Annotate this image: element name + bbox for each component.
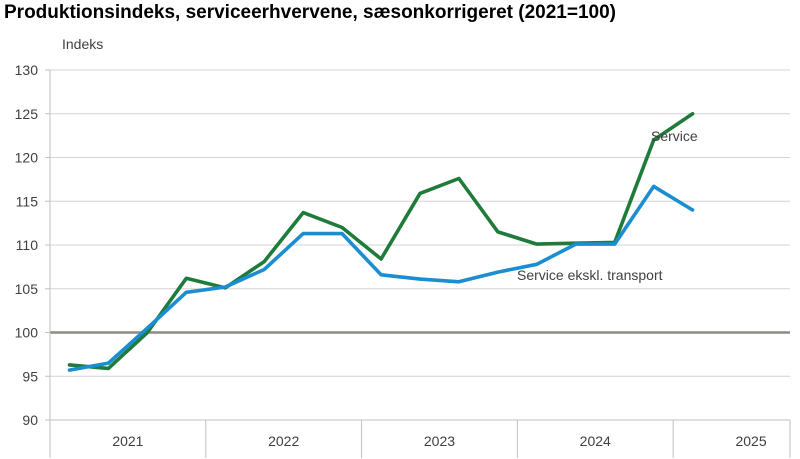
y-tick-label: 115 — [16, 193, 39, 209]
y-tick-label: 90 — [22, 412, 38, 428]
y-tick-label: 100 — [15, 325, 39, 341]
y-tick-label: 125 — [15, 106, 39, 122]
series-lines — [67, 112, 695, 372]
series-labels: Service Service ekskl. transport — [517, 128, 698, 283]
x-axis: 2021 2022 2023 2024 2025 — [49, 419, 791, 458]
x-tick-label: 2022 — [268, 433, 299, 449]
x-tick-label: 2021 — [112, 433, 143, 449]
chart-title: Produktionsindeks, serviceerhvervene, sæ… — [4, 2, 616, 23]
series-label-service: Service — [651, 128, 698, 144]
y-tick-label: 120 — [15, 150, 39, 166]
y-axis: 90 95 100 105 110 115 120 125 130 — [15, 62, 51, 428]
y-tick-label: 95 — [22, 368, 38, 384]
x-tick-label: 2024 — [580, 433, 611, 449]
y-tick-label: 130 — [15, 62, 39, 78]
series-line-service-ekskl-transport — [67, 184, 695, 372]
x-tick-label: 2023 — [424, 433, 455, 449]
y-axis-label: Indeks — [62, 36, 103, 52]
x-tick-label: 2025 — [735, 433, 766, 449]
y-tick-label: 110 — [16, 237, 39, 253]
series-line-service — [67, 112, 695, 371]
series-label-service-ekskl-transport: Service ekskl. transport — [517, 267, 663, 283]
y-tick-label: 105 — [15, 281, 39, 297]
